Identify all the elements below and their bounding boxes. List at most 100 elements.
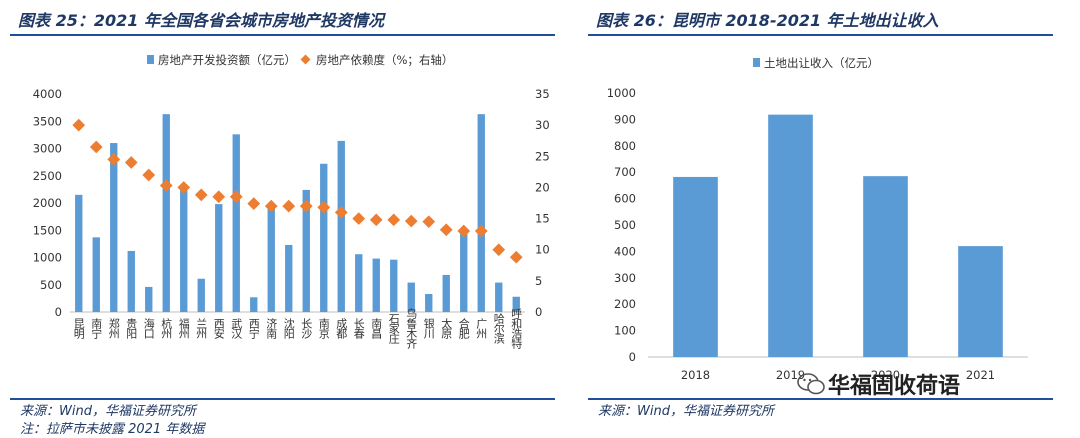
- left-chart: 房地产开发投资额（亿元） 房地产依赖度（%；右轴） 0 500 1000 1500 2000…: [33, 53, 550, 350]
- marker-沈阳: [282, 199, 296, 213]
- marker-长春: [352, 212, 366, 225]
- left-figure: 图表 25：2021 年全国各省会城市房地产投资情况 房地产开发投资额（亿元）房…: [10, 11, 555, 437]
- y-tick-label: 1000: [607, 86, 636, 100]
- bar-合肥: [460, 233, 468, 312]
- bar-郑州: [110, 143, 118, 312]
- y-tick-label: 500: [614, 218, 636, 232]
- bar-乌鲁木齐: [407, 282, 415, 312]
- x-tick-label: 济南: [265, 317, 278, 339]
- y-tick-label: 300: [614, 271, 636, 285]
- x-tick-label: 长春: [352, 318, 365, 340]
- left-title-rule: [10, 34, 555, 36]
- marker-郑州: [107, 153, 121, 166]
- right-chart: 土地出让收入（亿元） 0 100 200 300 400 500 600 700 800 900 10…: [607, 56, 1028, 382]
- x-tick-label: 成都: [335, 318, 348, 339]
- x-tick-label: 郑州: [107, 317, 120, 339]
- watermark-text: 华福固收荷语: [828, 374, 961, 399]
- right-figure-title: 图表 26：昆明市 2018-2021 年土地出让收入: [596, 11, 939, 30]
- x-tick-label: 兰州: [195, 318, 208, 339]
- marker-福州: [177, 181, 191, 194]
- bar-贵阳: [127, 250, 135, 312]
- x-tick-label: 2021: [966, 368, 995, 382]
- marker-海口: [142, 168, 156, 182]
- y2-tick-label: 0: [535, 305, 542, 319]
- y2-tick-label: 25: [535, 149, 550, 163]
- right-footer-rule: [588, 398, 1053, 400]
- bar-哈尔滨: [495, 282, 503, 312]
- x-tick-label: 贵阳: [125, 318, 138, 339]
- bar-南昌: [372, 258, 380, 312]
- bar-银川: [425, 294, 433, 312]
- marker-长沙: [299, 199, 313, 213]
- marker-太原: [439, 223, 453, 237]
- x-tick-label: 南宁: [90, 318, 103, 339]
- x-tick-label: 海口: [142, 317, 155, 339]
- x-tick-label: 南昌: [370, 318, 383, 340]
- y-tick-label: 4000: [33, 87, 62, 101]
- y-tick-label: 100: [614, 324, 636, 338]
- y-tick-label: 1000: [33, 251, 62, 265]
- marker-成都: [334, 205, 348, 219]
- bar-2019: [768, 114, 813, 357]
- y-tick-label: 2500: [33, 169, 62, 183]
- marker-贵阳: [124, 156, 138, 169]
- bar-海口: [145, 286, 153, 312]
- marker-广州: [474, 224, 488, 238]
- legend-bar-label: 房地产开发投资额（亿元）: [158, 53, 296, 67]
- x-tick-label: 西宁: [247, 318, 260, 339]
- bar-2021: [958, 246, 1003, 357]
- x-tick-label: 昆明: [72, 318, 85, 340]
- y2-tick-label: 30: [535, 118, 550, 132]
- bar-长沙: [302, 189, 310, 312]
- bar-南宁: [92, 237, 100, 312]
- marker-兰州: [194, 188, 208, 202]
- y-tick-label: 2000: [33, 196, 62, 210]
- x-tick-label: 西安: [212, 318, 225, 340]
- y-tick-label: 0: [629, 350, 636, 364]
- marker-南宁: [89, 140, 103, 154]
- y2-tick-label: 35: [535, 87, 550, 101]
- legend-bar-label: 土地出让收入（亿元）: [764, 56, 879, 70]
- bar-济南: [267, 204, 275, 312]
- x-tick-label: 合肥: [457, 317, 470, 339]
- marker-合肥: [457, 224, 471, 238]
- y-tick-label: 600: [614, 192, 636, 206]
- x-tick-label: 南京: [317, 318, 330, 340]
- marker-杭州: [159, 179, 173, 192]
- bar-昆明: [75, 194, 83, 312]
- x-tick-label: 沈阳: [282, 317, 295, 339]
- bar-西宁: [250, 297, 258, 312]
- y-tick-label: 900: [614, 112, 636, 126]
- bar-西安: [215, 204, 223, 312]
- bar-南京: [320, 163, 328, 312]
- x-tick-label: 长沙: [300, 318, 313, 339]
- marker-西安: [212, 190, 226, 204]
- left-figure-title: 图表 25：2021 年全国各省会城市房地产投资情况: [18, 11, 384, 30]
- marker-南昌: [369, 213, 383, 227]
- x-tick-label: 哈尔滨: [492, 313, 505, 345]
- y-tick-label: 500: [40, 278, 62, 292]
- x-tick-label: 福州: [177, 317, 190, 339]
- y-tick-label: 800: [614, 139, 636, 153]
- marker-石家庄: [387, 213, 401, 227]
- bar-长春: [355, 254, 363, 312]
- marker-武汉: [229, 190, 243, 204]
- y-tick-label: 1500: [33, 223, 62, 237]
- x-tick-label: 2019: [776, 368, 805, 382]
- x-tick-label: 2018: [681, 368, 710, 382]
- bar-太原: [442, 274, 450, 312]
- x-tick-label: 银川: [422, 317, 435, 339]
- y-tick-label: 400: [614, 244, 636, 258]
- marker-西宁: [247, 197, 261, 210]
- x-tick-label: 广州: [475, 318, 488, 339]
- x-tick-label: 呼和浩特: [510, 308, 523, 349]
- bar-呼和浩特: [512, 296, 520, 312]
- y-tick-label: 3500: [33, 114, 62, 128]
- x-tick-label: 乌鲁木齐: [405, 307, 418, 350]
- bar-石家庄: [390, 259, 398, 312]
- marker-济南: [264, 199, 278, 213]
- marker-哈尔滨: [492, 243, 506, 257]
- bar-武汉: [232, 134, 240, 312]
- y2-tick-label: 20: [535, 180, 550, 194]
- left-source: 来源：Wind，华福证券研究所: [20, 404, 196, 419]
